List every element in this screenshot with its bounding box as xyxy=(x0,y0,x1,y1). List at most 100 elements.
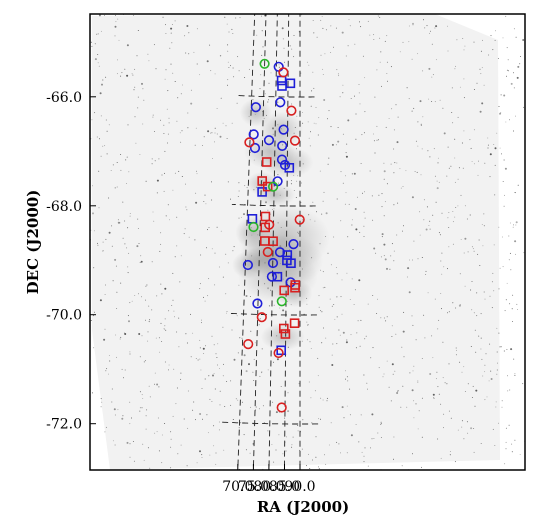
star-dot xyxy=(471,161,473,162)
star-dot xyxy=(216,108,218,109)
star-dot xyxy=(349,25,351,27)
star-dot xyxy=(432,357,434,359)
star-dot xyxy=(114,25,117,28)
star-dot xyxy=(371,413,374,416)
star-dot xyxy=(523,106,524,108)
star-dot xyxy=(513,28,515,30)
star-dot xyxy=(508,259,510,261)
star-dot xyxy=(186,25,189,27)
star-dot xyxy=(422,70,424,72)
star-dot xyxy=(474,405,476,407)
star-dot xyxy=(395,333,397,335)
star-dot xyxy=(373,34,375,36)
star-dot xyxy=(354,43,356,45)
star-dot xyxy=(306,61,308,63)
star-dot xyxy=(383,255,385,257)
star-dot xyxy=(452,243,454,245)
star-dot xyxy=(346,272,348,274)
star-dot xyxy=(300,202,302,204)
star-dot xyxy=(116,73,118,75)
data-point-circle xyxy=(275,97,286,108)
star-dot xyxy=(104,328,106,330)
data-point-square xyxy=(277,81,287,91)
star-dot xyxy=(142,398,144,399)
star-dot xyxy=(502,266,504,268)
star-dot xyxy=(384,258,387,261)
star-dot xyxy=(223,363,224,365)
star-dot xyxy=(505,441,507,443)
star-dot xyxy=(499,112,501,115)
star-dot xyxy=(439,234,441,236)
star-dot xyxy=(152,211,154,213)
star-dot xyxy=(135,142,137,144)
star-dot xyxy=(270,72,272,74)
star-dot xyxy=(315,107,317,108)
star-dot xyxy=(268,82,270,84)
star-dot xyxy=(459,304,461,306)
star-dot xyxy=(102,241,104,243)
star-dot xyxy=(139,154,141,155)
star-dot xyxy=(133,89,135,91)
star-dot xyxy=(459,86,461,88)
star-dot xyxy=(163,133,165,134)
star-dot xyxy=(504,463,506,465)
star-dot xyxy=(378,367,380,369)
star-dot xyxy=(336,273,338,275)
star-dot xyxy=(397,116,399,118)
star-dot xyxy=(386,61,388,63)
star-dot xyxy=(223,449,225,451)
star-dot xyxy=(350,434,353,437)
star-dot xyxy=(483,291,485,293)
star-dot xyxy=(253,380,255,381)
star-dot xyxy=(126,74,129,77)
star-dot xyxy=(235,17,237,19)
star-dot xyxy=(232,33,234,34)
star-dot xyxy=(322,399,324,401)
star-dot xyxy=(423,19,424,21)
star-dot xyxy=(100,115,102,117)
star-dot xyxy=(399,168,401,170)
star-dot xyxy=(367,20,369,22)
star-dot xyxy=(105,370,107,372)
star-dot xyxy=(98,14,101,17)
star-dot xyxy=(220,230,222,232)
star-dot xyxy=(328,444,330,446)
star-dot xyxy=(136,55,138,57)
star-dot xyxy=(108,373,109,375)
star-dot xyxy=(440,457,442,459)
star-dot xyxy=(448,227,450,228)
star-dot xyxy=(397,390,399,392)
star-dot xyxy=(291,103,293,105)
star-dot xyxy=(458,304,461,307)
star-dot xyxy=(278,66,280,68)
star-dot xyxy=(300,182,302,184)
star-dot xyxy=(306,339,308,341)
star-dot xyxy=(165,33,167,34)
star-dot xyxy=(411,315,413,317)
star-dot xyxy=(163,328,165,330)
star-dot xyxy=(330,126,332,128)
star-dot xyxy=(214,132,216,134)
star-dot xyxy=(515,36,517,38)
star-dot xyxy=(331,305,333,307)
star-dot xyxy=(199,358,201,360)
star-dot xyxy=(141,261,143,263)
star-dot xyxy=(461,426,463,428)
star-dot xyxy=(471,246,473,248)
star-dot xyxy=(314,390,316,392)
star-dot xyxy=(126,156,128,158)
star-dot xyxy=(210,132,212,134)
star-dot xyxy=(393,260,395,262)
star-dot xyxy=(480,73,482,75)
star-dot xyxy=(196,63,198,65)
star-dot xyxy=(469,214,471,216)
star-dot xyxy=(268,305,270,307)
star-dot xyxy=(402,330,405,333)
star-dot xyxy=(412,324,414,326)
star-dot xyxy=(243,434,245,436)
star-dot xyxy=(338,75,340,77)
star-dot xyxy=(169,219,170,221)
star-dot xyxy=(170,431,172,433)
star-dot xyxy=(370,357,372,359)
